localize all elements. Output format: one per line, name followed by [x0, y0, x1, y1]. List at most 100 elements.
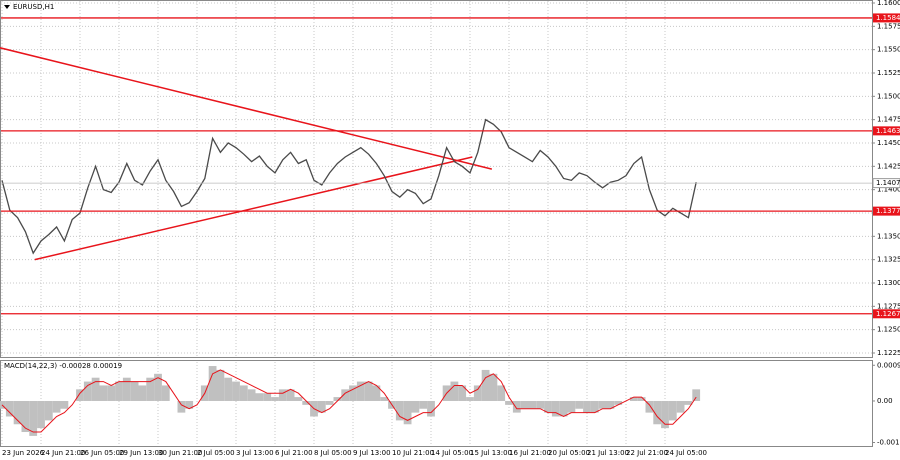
macd-bar	[559, 400, 568, 417]
level-label: 1.1267	[876, 310, 900, 318]
macd-bar	[505, 400, 513, 405]
macd-bar	[255, 393, 264, 401]
macd-bar	[372, 385, 381, 401]
current-price-label: 1.1407	[876, 179, 900, 187]
chart-title: EURUSD,H1	[13, 3, 54, 11]
macd-bar	[239, 385, 248, 401]
macd-bar	[349, 385, 357, 401]
level-label-box	[873, 126, 900, 136]
macd-bar	[21, 400, 30, 433]
x-tick-label: 6 Jul 21:00	[275, 449, 313, 457]
y-tick-label: 0.00	[877, 397, 893, 405]
y-tick-label: 1.1350	[877, 232, 900, 240]
macd-bar	[107, 385, 116, 401]
macd-bar	[161, 385, 170, 401]
macd-bar	[450, 381, 459, 401]
macd-bar	[146, 377, 155, 401]
macd-bar	[520, 400, 529, 409]
macd-bar	[29, 400, 38, 436]
macd-bar	[473, 385, 482, 401]
macd-bar	[302, 400, 311, 405]
level-label-box	[873, 13, 900, 23]
macd-bar	[341, 389, 350, 401]
trendline	[34, 156, 473, 261]
macd-bar	[419, 400, 428, 409]
x-tick-label: 23 Jun 2026	[2, 449, 45, 457]
x-tick-label: 30 Jun 21:00	[158, 449, 202, 457]
macd-bar	[606, 400, 615, 409]
macd-bar	[278, 389, 287, 401]
level-label: 1.1377	[876, 207, 900, 215]
x-tick-label: 3 Jul 13:00	[236, 449, 274, 457]
macd-bar	[614, 400, 623, 405]
macd-bar	[364, 381, 373, 401]
macd-bar	[37, 400, 45, 429]
y-tick-label: 1.1325	[877, 256, 900, 264]
macd-bar	[497, 385, 506, 401]
macd-bar	[637, 397, 646, 401]
macd-bar	[317, 400, 326, 413]
y-tick-label: 1.1525	[877, 69, 900, 77]
macd-bar	[458, 385, 467, 401]
x-tick-label: 9 Jul 13:00	[353, 449, 391, 457]
macd-bar	[466, 397, 474, 401]
level-label-box	[873, 309, 900, 319]
macd-bar	[575, 400, 584, 409]
y-tick-label: -0.00107	[877, 439, 900, 447]
signal-line	[1, 369, 697, 433]
macd-bar	[286, 389, 295, 401]
macd-bar	[411, 400, 420, 413]
x-tick-label: 26 Jun 05:00	[80, 449, 124, 457]
macd-bar	[52, 400, 61, 413]
macd-bar	[60, 400, 69, 409]
macd-bar	[528, 400, 537, 409]
y-tick-label: 1.1275	[877, 302, 900, 310]
macd-bar	[5, 400, 14, 417]
x-tick-label: 21 Jul 13:00	[587, 449, 629, 457]
macd-bar	[138, 385, 147, 401]
macd-bar	[0, 400, 6, 409]
current-price-box	[872, 178, 900, 189]
y-tick-label: 1.1475	[877, 116, 900, 124]
macd-bar	[333, 397, 342, 401]
y-tick-label: 1.1225	[877, 349, 900, 357]
x-tick-label: 10 Jul 21:00	[392, 449, 434, 457]
macd-bar	[403, 400, 412, 425]
x-tick-label: 15 Jul 13:00	[470, 449, 512, 457]
x-tick-label: 20 Jul 05:00	[548, 449, 590, 457]
y-tick-label: 0.00092	[877, 361, 900, 369]
macd-bar	[185, 400, 194, 409]
macd-bar	[271, 397, 279, 401]
x-tick-label: 29 Jun 13:00	[119, 449, 163, 457]
macd-bar	[356, 381, 365, 401]
x-tick-label: 24 Jun 21:00	[41, 449, 85, 457]
macd-bar	[216, 369, 225, 401]
macd-bar	[177, 400, 186, 413]
macd-bar	[99, 385, 108, 401]
macd-bar	[208, 366, 217, 401]
macd-bar	[598, 400, 607, 409]
macd-bar	[76, 389, 84, 401]
macd-bar	[224, 377, 233, 401]
y-tick-label: 1.1300	[877, 279, 900, 287]
y-tick-label: 1.1600	[877, 0, 900, 7]
macd-bar	[661, 400, 669, 429]
macd-bar	[247, 389, 256, 401]
macd-bar	[551, 400, 560, 417]
macd-bar	[590, 400, 599, 413]
x-tick-label: 24 Jul 05:00	[665, 449, 707, 457]
macd-bar	[115, 381, 123, 401]
y-tick-label: 1.1400	[877, 186, 900, 194]
macd-bar	[294, 397, 303, 401]
y-tick-label: 1.1450	[877, 139, 900, 147]
macd-bar	[44, 400, 53, 421]
x-tick-label: 22 Jul 21:00	[626, 449, 668, 457]
macd-bar	[427, 400, 435, 417]
macd-bar	[83, 381, 92, 401]
macd-panel	[0, 360, 873, 447]
macd-bar	[481, 369, 490, 401]
x-tick-label: 2 Jul 05:00	[197, 449, 235, 457]
trendline	[0, 47, 493, 170]
macd-bar	[232, 381, 240, 401]
